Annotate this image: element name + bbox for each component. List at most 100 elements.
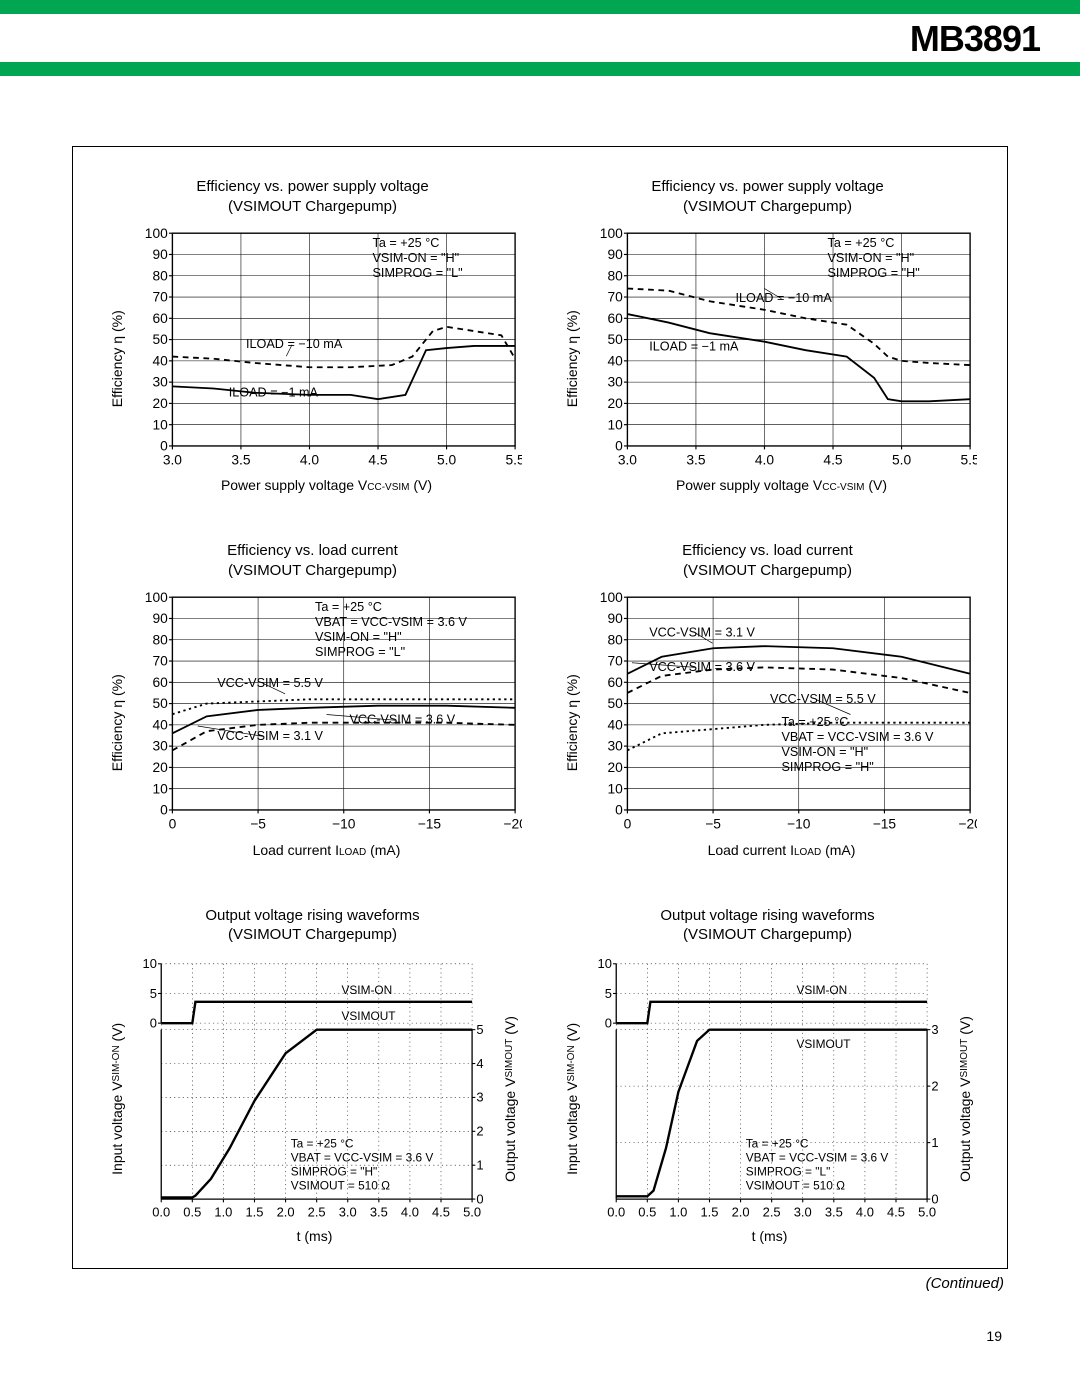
svg-text:−10: −10 [787, 817, 811, 832]
svg-text:100: 100 [600, 226, 623, 241]
svg-text:50: 50 [152, 332, 168, 347]
y-axis-label-right: Output voltage VSIMOUT (V) [953, 953, 977, 1245]
svg-text:4.5: 4.5 [823, 452, 842, 467]
chart-eff-iload-h: Efficiency vs. load current (VSIMOUT Cha… [558, 541, 977, 857]
svg-text:50: 50 [607, 696, 623, 711]
chart-svg: 01020304050607080901003.03.54.04.55.05.5… [586, 224, 977, 471]
chart-title: Efficiency vs. load current (VSIMOUT Cha… [558, 541, 977, 580]
svg-text:10: 10 [598, 956, 612, 971]
green-band-top [0, 0, 1080, 14]
svg-text:5: 5 [605, 985, 612, 1000]
svg-text:VSIM-ON = "H": VSIM-ON = "H" [373, 251, 460, 265]
title-line-1: Output voltage rising waveforms [205, 907, 419, 924]
y-axis-label: Efficiency η (%) [103, 588, 131, 857]
x-axis-label: Power supply voltage VCC-VSIM (V) [131, 477, 522, 493]
title-line-1: Efficiency vs. load current [682, 542, 853, 559]
svg-text:VCC-VSIM = 3.1 V: VCC-VSIM = 3.1 V [217, 729, 323, 743]
svg-text:0: 0 [160, 803, 168, 818]
svg-text:SIMPROG = "L": SIMPROG = "L" [746, 1164, 831, 1178]
svg-text:ILOAD = −1 mA: ILOAD = −1 mA [229, 386, 319, 400]
svg-text:40: 40 [152, 718, 168, 733]
svg-text:20: 20 [607, 396, 623, 411]
svg-text:4.5: 4.5 [887, 1204, 905, 1219]
svg-text:VSIMOUT = 510 Ω: VSIMOUT = 510 Ω [746, 1178, 845, 1192]
svg-text:−15: −15 [418, 817, 442, 832]
chart-svg: 01020304050607080901003.03.54.04.55.05.5… [131, 224, 522, 471]
svg-text:SIMPROG = "H": SIMPROG = "H" [291, 1164, 378, 1178]
svg-text:70: 70 [152, 654, 168, 669]
svg-text:10: 10 [152, 417, 168, 432]
svg-text:60: 60 [607, 311, 623, 326]
svg-text:80: 80 [152, 268, 168, 283]
svg-text:40: 40 [607, 353, 623, 368]
title-line-1: Efficiency vs. load current [227, 542, 398, 559]
svg-text:1: 1 [931, 1134, 938, 1149]
chart-frame: Efficiency vs. power supply voltage (VSI… [72, 146, 1008, 1269]
svg-text:1.5: 1.5 [245, 1204, 263, 1219]
svg-text:ILOAD = −1 mA: ILOAD = −1 mA [649, 340, 739, 354]
svg-text:90: 90 [607, 611, 623, 626]
svg-text:SIMPROG = "L": SIMPROG = "L" [373, 266, 463, 280]
svg-text:4.0: 4.0 [755, 452, 774, 467]
svg-text:70: 70 [607, 654, 623, 669]
svg-text:0: 0 [150, 1015, 157, 1030]
svg-text:VBAT = VCC-VSIM = 3.6 V: VBAT = VCC-VSIM = 3.6 V [315, 615, 468, 629]
svg-text:VCC-VSIM = 3.6 V: VCC-VSIM = 3.6 V [649, 660, 755, 674]
svg-text:40: 40 [152, 353, 168, 368]
y-axis-label-left: Input voltage VSIM-ON (V) [103, 953, 131, 1245]
svg-text:3.5: 3.5 [370, 1204, 388, 1219]
svg-text:100: 100 [145, 226, 168, 241]
svg-text:VSIM-ON: VSIM-ON [341, 983, 392, 997]
content-area: Efficiency vs. power supply voltage (VSI… [0, 76, 1080, 1374]
svg-text:80: 80 [607, 268, 623, 283]
title-line-2: (VSIMOUT Chargepump) [683, 926, 852, 943]
svg-text:5.0: 5.0 [437, 452, 456, 467]
svg-text:5.0: 5.0 [918, 1204, 936, 1219]
y-axis-label: Efficiency η (%) [103, 224, 131, 493]
chart-title: Efficiency vs. power supply voltage (VSI… [558, 177, 977, 216]
svg-text:1: 1 [476, 1157, 483, 1172]
chart-svg: 01020304050607080901000−5−10−15−20Ta = +… [131, 588, 522, 835]
title-line-2: (VSIMOUT Chargepump) [228, 562, 397, 579]
svg-text:5.5: 5.5 [506, 452, 522, 467]
title-line-2: (VSIMOUT Chargepump) [228, 926, 397, 943]
svg-text:3.0: 3.0 [339, 1204, 357, 1219]
title-line-1: Efficiency vs. power supply voltage [651, 178, 883, 195]
chart-svg: 01020304050607080901000−5−10−15−20Ta = +… [586, 588, 977, 835]
svg-text:VSIM-ON = "H": VSIM-ON = "H" [782, 745, 869, 759]
svg-text:4.5: 4.5 [368, 452, 387, 467]
svg-text:Ta = +25 °C: Ta = +25 °C [746, 1136, 809, 1150]
title-line-2: (VSIMOUT Chargepump) [683, 198, 852, 215]
svg-text:3: 3 [476, 1089, 483, 1104]
svg-text:1.0: 1.0 [669, 1204, 687, 1219]
svg-text:VSIM-ON: VSIM-ON [796, 983, 847, 997]
svg-text:90: 90 [152, 247, 168, 262]
svg-text:70: 70 [152, 290, 168, 305]
svg-text:3.5: 3.5 [825, 1204, 843, 1219]
svg-text:SIMPROG = "H": SIMPROG = "H" [828, 266, 920, 280]
x-axis-label: t (ms) [586, 1228, 953, 1244]
svg-text:VCC-VSIM = 3.6 V: VCC-VSIM = 3.6 V [350, 713, 456, 727]
svg-text:−5: −5 [705, 817, 721, 832]
svg-text:2.0: 2.0 [732, 1204, 750, 1219]
svg-text:50: 50 [152, 696, 168, 711]
svg-text:3.5: 3.5 [231, 452, 250, 467]
chart-eff-vcc-l: Efficiency vs. power supply voltage (VSI… [103, 177, 522, 493]
svg-text:ILOAD = −10 mA: ILOAD = −10 mA [246, 337, 343, 351]
svg-text:30: 30 [152, 375, 168, 390]
x-axis-label: t (ms) [131, 1228, 498, 1244]
svg-text:3.0: 3.0 [794, 1204, 812, 1219]
svg-text:3.0: 3.0 [618, 452, 637, 467]
svg-text:−5: −5 [250, 817, 266, 832]
svg-text:2.5: 2.5 [308, 1204, 326, 1219]
svg-text:4.5: 4.5 [432, 1204, 450, 1219]
svg-text:0: 0 [169, 817, 177, 832]
svg-text:Ta = +25 °C: Ta = +25 °C [291, 1136, 354, 1150]
svg-text:5.0: 5.0 [463, 1204, 481, 1219]
svg-text:VSIMOUT: VSIMOUT [796, 1036, 850, 1050]
svg-text:20: 20 [152, 760, 168, 775]
chart-eff-vcc-h: Efficiency vs. power supply voltage (VSI… [558, 177, 977, 493]
chart-title: Output voltage rising waveforms (VSIMOUT… [103, 906, 522, 945]
chart-waveform-l: Output voltage rising waveforms (VSIMOUT… [558, 906, 977, 1245]
svg-text:2: 2 [931, 1078, 938, 1093]
